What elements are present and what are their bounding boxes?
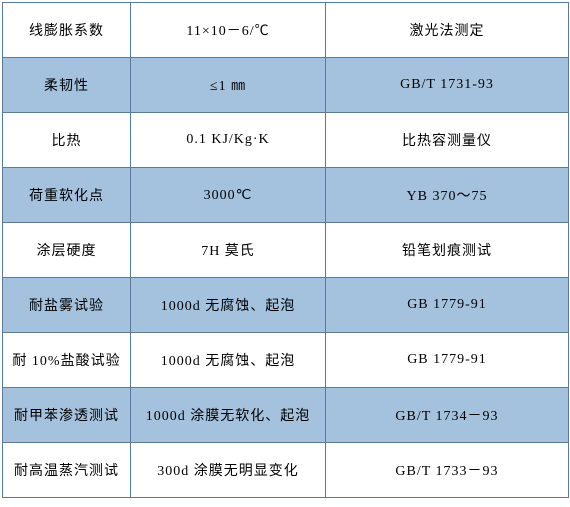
cell-value: 1000d 无腐蚀、起泡 [131,278,326,333]
properties-table: 线膨胀系数 11×10－6/℃ 激光法测定 柔韧性 ≤1 ㎜ GB/T 1731… [2,2,569,498]
table-row: 柔韧性 ≤1 ㎜ GB/T 1731-93 [3,58,569,113]
cell-property: 耐盐雾试验 [3,278,131,333]
cell-value: 1000d 涂膜无软化、起泡 [131,388,326,443]
cell-standard: YB 370～75 [326,168,569,223]
cell-value: 3000℃ [131,168,326,223]
cell-standard: 铅笔划痕测试 [326,223,569,278]
table-row: 耐高温蒸汽测试 300d 涂膜无明显变化 GB/T 1733－93 [3,443,569,498]
cell-value: 11×10－6/℃ [131,3,326,58]
cell-property: 荷重软化点 [3,168,131,223]
cell-standard: GB 1779-91 [326,278,569,333]
cell-standard: 激光法测定 [326,3,569,58]
table-row: 比热 0.1 KJ/Kg·K 比热容测量仪 [3,113,569,168]
cell-value: ≤1 ㎜ [131,58,326,113]
cell-property: 耐甲苯渗透测试 [3,388,131,443]
cell-property: 比热 [3,113,131,168]
cell-value: 0.1 KJ/Kg·K [131,113,326,168]
table-row: 耐甲苯渗透测试 1000d 涂膜无软化、起泡 GB/T 1734－93 [3,388,569,443]
cell-standard: GB/T 1733－93 [326,443,569,498]
cell-property: 柔韧性 [3,58,131,113]
cell-value: 300d 涂膜无明显变化 [131,443,326,498]
cell-standard: GB 1779-91 [326,333,569,388]
table-row: 耐 10%盐酸试验 1000d 无腐蚀、起泡 GB 1779-91 [3,333,569,388]
cell-property: 耐高温蒸汽测试 [3,443,131,498]
table-row: 线膨胀系数 11×10－6/℃ 激光法测定 [3,3,569,58]
table-body: 线膨胀系数 11×10－6/℃ 激光法测定 柔韧性 ≤1 ㎜ GB/T 1731… [3,3,569,498]
table-row: 涂层硬度 7H 莫氏 铅笔划痕测试 [3,223,569,278]
cell-property: 线膨胀系数 [3,3,131,58]
cell-value: 1000d 无腐蚀、起泡 [131,333,326,388]
cell-property: 涂层硬度 [3,223,131,278]
cell-standard: GB/T 1731-93 [326,58,569,113]
table-row: 荷重软化点 3000℃ YB 370～75 [3,168,569,223]
cell-standard: 比热容测量仪 [326,113,569,168]
cell-standard: GB/T 1734－93 [326,388,569,443]
table-row: 耐盐雾试验 1000d 无腐蚀、起泡 GB 1779-91 [3,278,569,333]
cell-property: 耐 10%盐酸试验 [3,333,131,388]
cell-value: 7H 莫氏 [131,223,326,278]
